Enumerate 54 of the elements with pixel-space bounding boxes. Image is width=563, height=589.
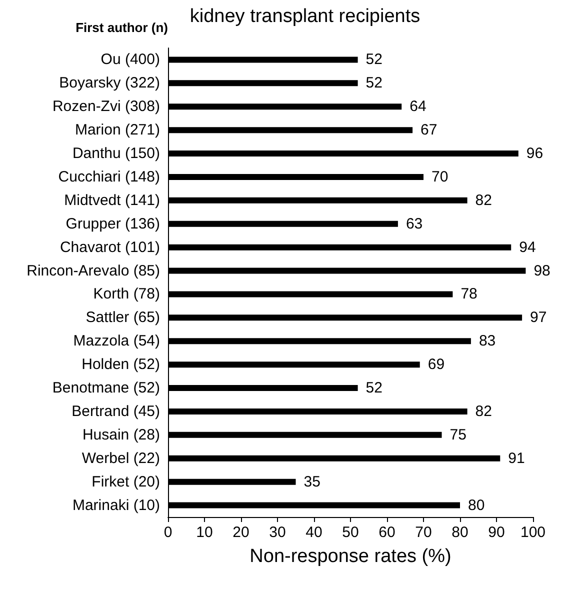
data-label: 78 bbox=[460, 286, 478, 303]
data-label: 52 bbox=[366, 380, 382, 397]
y-tick-label: Holden (52) bbox=[82, 356, 160, 374]
y-tick-label: Bertrand (45) bbox=[72, 402, 160, 420]
y-tick-label: Cucchiari (148) bbox=[58, 168, 160, 186]
data-label: 35 bbox=[304, 473, 320, 490]
data-label: 98 bbox=[534, 262, 550, 280]
y-tick-label: Rozen-Zvi (308) bbox=[52, 98, 160, 116]
y-tick-label: Benotmane (52) bbox=[52, 380, 160, 397]
data-label: 63 bbox=[406, 215, 423, 232]
data-label: 75 bbox=[450, 426, 466, 444]
y-tick-label: Grupper (136) bbox=[66, 215, 160, 232]
y-tick-label: Midtvedt (141) bbox=[64, 192, 160, 209]
data-label: 64 bbox=[410, 98, 426, 116]
data-label: 97 bbox=[530, 309, 547, 326]
data-label: 69 bbox=[428, 356, 445, 374]
x-tick-label: 20 bbox=[232, 524, 250, 541]
x-tick-label: 10 bbox=[196, 524, 213, 541]
data-label: 94 bbox=[519, 238, 536, 256]
y-tick-label: Boyarsky (322) bbox=[59, 74, 160, 92]
x-tick-label: 80 bbox=[452, 524, 468, 541]
data-label: 67 bbox=[420, 122, 438, 139]
y-axis-title: First author (n) bbox=[76, 20, 168, 35]
y-tick-label: Ou (400) bbox=[100, 51, 160, 68]
y-tick-label: Chavarot (101) bbox=[60, 238, 160, 256]
y-tick-label: Firket (20) bbox=[92, 473, 160, 490]
y-tick-label: Werbel (22) bbox=[82, 450, 160, 467]
y-tick-label: Marinaki (10) bbox=[72, 496, 160, 514]
data-label: 82 bbox=[475, 402, 492, 420]
y-tick-label: Korth (78) bbox=[93, 286, 160, 303]
x-tick-label: 30 bbox=[269, 524, 286, 541]
y-tick-label: Rincon-Arevalo (85) bbox=[26, 262, 160, 280]
chart-title: kidney transplant recipients bbox=[190, 6, 420, 27]
x-tick-label: 70 bbox=[415, 524, 432, 541]
x-tick-label: 90 bbox=[488, 524, 505, 541]
x-tick-label: 100 bbox=[520, 524, 546, 541]
data-label: 82 bbox=[475, 192, 492, 209]
x-tick-label: 0 bbox=[164, 524, 172, 541]
y-tick-label: Sattler (65) bbox=[86, 309, 160, 326]
x-tick-label: 40 bbox=[306, 524, 322, 541]
y-tick-label: Danthu (150) bbox=[72, 145, 160, 162]
x-tick-label: 60 bbox=[378, 524, 396, 541]
y-tick-label: Husain (28) bbox=[82, 426, 160, 444]
y-tick-label: Mazzola (54) bbox=[73, 332, 160, 350]
data-label: 83 bbox=[478, 332, 496, 350]
y-tick-label: Marion (271) bbox=[74, 122, 160, 139]
data-label: 52 bbox=[366, 51, 382, 68]
x-tick-label: 50 bbox=[342, 524, 359, 541]
data-label: 52 bbox=[366, 74, 382, 92]
data-label: 70 bbox=[432, 168, 448, 186]
x-axis-title: Non-response rates (%) bbox=[250, 546, 452, 567]
data-label: 80 bbox=[468, 496, 485, 514]
data-label: 91 bbox=[508, 450, 525, 467]
data-label: 96 bbox=[526, 145, 544, 162]
